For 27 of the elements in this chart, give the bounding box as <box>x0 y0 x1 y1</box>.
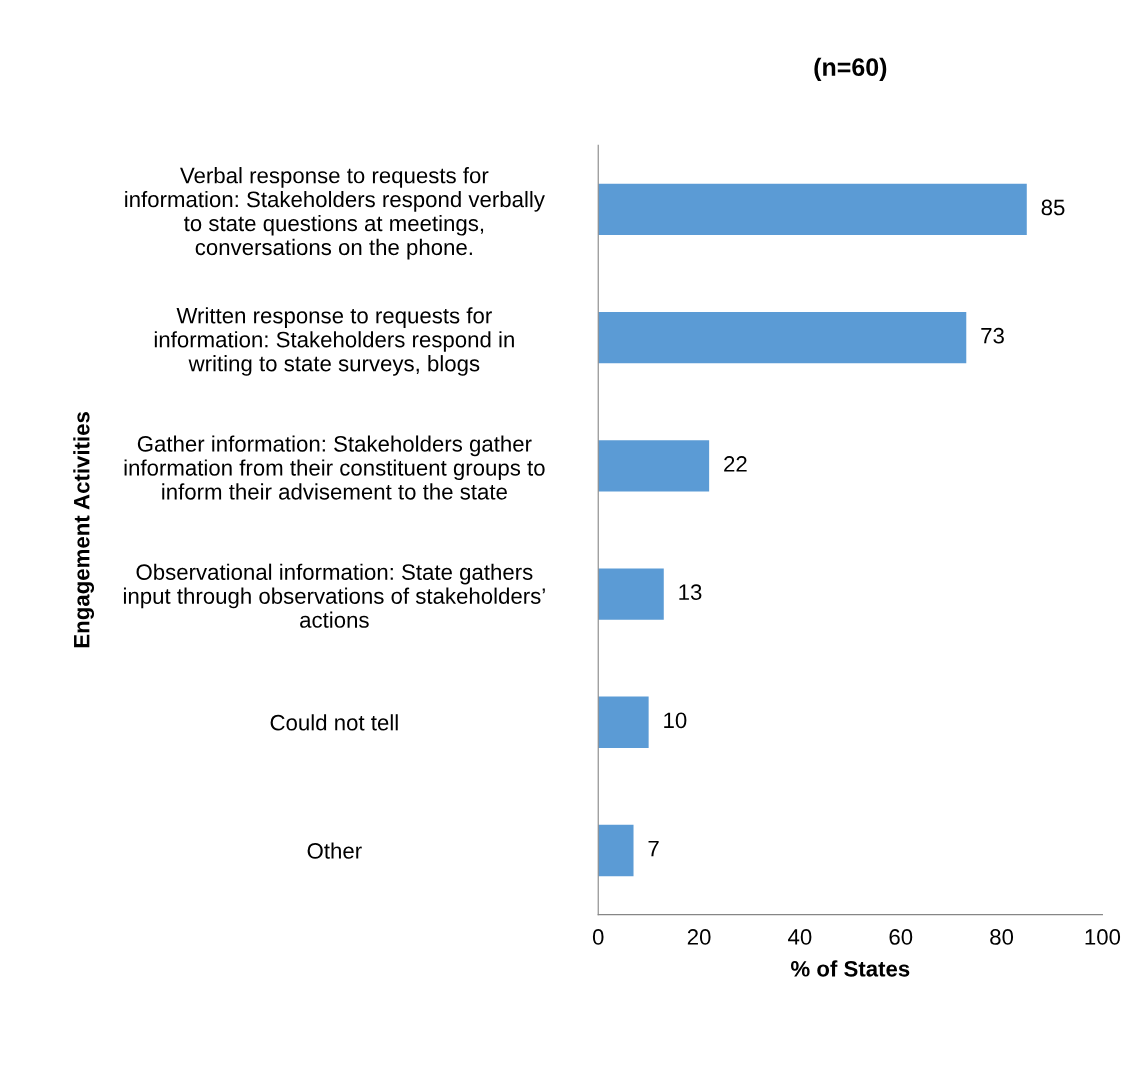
bar <box>598 311 967 364</box>
x-tick-label: 40 <box>788 929 812 945</box>
data-label: 85 <box>1041 199 1065 216</box>
bar <box>598 183 1027 236</box>
bar <box>598 440 710 492</box>
x-axis-title: % of States <box>790 960 910 977</box>
data-label: 10 <box>664 712 687 729</box>
chart-title: (n=60) <box>814 57 887 81</box>
y-axis-title: Engagement Activities <box>73 412 95 648</box>
y-tick-label: Could not tell <box>270 714 398 731</box>
y-tick-label: Other <box>307 842 362 859</box>
x-tick-label: 80 <box>990 929 1014 945</box>
bar <box>598 568 664 620</box>
y-tick-label: Written response to requests for information: Stakeholders respond in writing to state surveys, blogs <box>154 307 514 376</box>
data-label: 7 <box>648 840 659 857</box>
data-label: 13 <box>679 584 702 601</box>
x-tick-label: 60 <box>889 929 913 945</box>
data-label: 73 <box>981 327 1004 344</box>
x-tick-label: 20 <box>687 929 711 945</box>
y-tick-label: Verbal response to requests for information: Stakeholders respond verbally to state questions at meetings, conversations on the phone. <box>125 167 545 260</box>
y-tick-label: Gather information: Stakeholders gather information from their constituent groups to inform their advisement to the state <box>124 435 545 500</box>
bar <box>598 824 634 877</box>
bar <box>598 696 649 748</box>
y-tick-label: Observational information: State gathers input through observations of stakeholders’ actions <box>123 563 545 628</box>
x-tick-label: 0 <box>592 929 604 945</box>
x-tick-label: 100 <box>1085 929 1121 945</box>
data-label: 22 <box>724 456 747 472</box>
